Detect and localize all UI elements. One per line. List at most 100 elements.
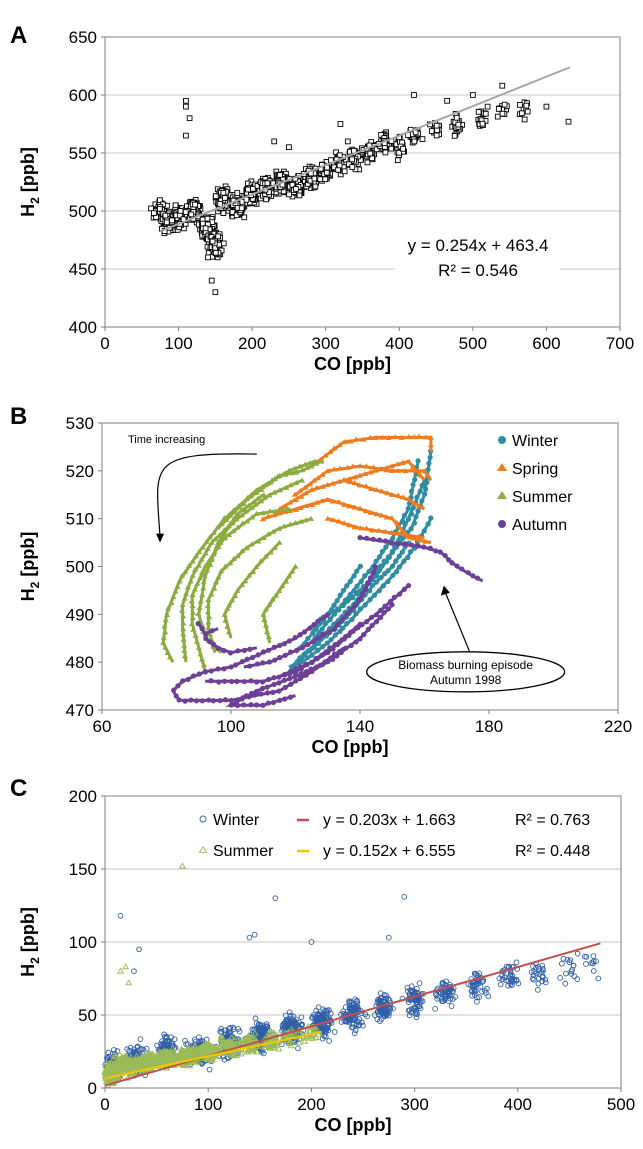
data-point xyxy=(560,955,567,962)
data-point xyxy=(367,575,374,581)
data-point xyxy=(276,588,283,594)
data-point xyxy=(322,176,329,183)
data-point xyxy=(137,1057,145,1064)
data-point xyxy=(388,491,395,497)
data-point xyxy=(289,1018,296,1024)
data-point xyxy=(243,496,250,502)
data-point xyxy=(230,527,237,533)
data-point xyxy=(250,499,257,505)
data-point xyxy=(315,1004,322,1011)
data-point xyxy=(160,639,167,645)
data-point xyxy=(501,974,508,980)
data-point xyxy=(189,558,196,564)
data-point xyxy=(202,225,209,232)
data-point xyxy=(158,1041,164,1047)
data-point xyxy=(154,1042,160,1049)
data-point xyxy=(287,694,293,700)
data-point xyxy=(384,490,391,496)
data-point xyxy=(372,467,379,473)
data-point xyxy=(203,538,210,544)
data-point xyxy=(375,527,382,533)
data-point xyxy=(281,523,288,529)
data-point xyxy=(243,544,250,550)
data-point xyxy=(189,615,196,621)
data-point xyxy=(313,1017,319,1024)
data-point xyxy=(199,698,205,704)
panel-letter: C xyxy=(10,775,27,802)
data-point xyxy=(441,993,448,1000)
data-point xyxy=(365,626,371,632)
data-point xyxy=(336,607,342,613)
data-point xyxy=(248,493,255,499)
data-point xyxy=(319,626,325,632)
data-point xyxy=(157,205,163,212)
data-point xyxy=(263,1023,270,1030)
data-point xyxy=(192,632,199,638)
data-point xyxy=(494,113,501,120)
data-point xyxy=(288,649,294,655)
data-point xyxy=(212,536,219,542)
data-point xyxy=(199,544,206,550)
data-point xyxy=(590,968,597,974)
data-point xyxy=(132,1056,140,1063)
data-point xyxy=(162,644,169,650)
data-point xyxy=(180,626,187,632)
data-point xyxy=(170,594,177,600)
data-point xyxy=(499,110,506,117)
data-point xyxy=(479,120,486,127)
data-point xyxy=(336,478,343,484)
data-point xyxy=(371,592,378,598)
data-point xyxy=(169,217,175,224)
data-point xyxy=(574,950,581,957)
data-point xyxy=(116,1051,124,1058)
data-point xyxy=(207,561,214,567)
data-point xyxy=(253,702,260,708)
data-point xyxy=(190,626,197,632)
data-point xyxy=(351,587,357,594)
data-point xyxy=(376,554,383,560)
data-point xyxy=(315,618,321,624)
y-axis-label-main: H xyxy=(18,204,38,217)
data-point xyxy=(533,970,540,977)
data-point xyxy=(344,464,351,470)
data-point xyxy=(259,1028,266,1034)
data-point xyxy=(303,503,310,509)
data-point xyxy=(433,132,440,139)
data-point xyxy=(422,434,429,440)
data-point xyxy=(197,598,204,604)
data-point xyxy=(251,931,258,938)
data-point xyxy=(228,678,235,685)
data-point xyxy=(336,465,343,471)
data-point xyxy=(265,676,272,683)
data-point xyxy=(245,186,251,193)
annotation-arrowhead xyxy=(156,533,165,543)
data-point xyxy=(294,647,300,653)
data-point xyxy=(574,976,581,982)
data-point xyxy=(389,548,395,555)
data-point xyxy=(105,1076,113,1083)
data-point xyxy=(364,535,370,541)
data-point xyxy=(271,512,278,518)
data-point xyxy=(277,172,283,178)
data-point xyxy=(229,209,236,215)
x-tick-label: 0 xyxy=(100,1095,109,1114)
data-point xyxy=(459,566,465,572)
data-point xyxy=(299,467,306,473)
data-point xyxy=(188,598,195,604)
data-point xyxy=(234,524,241,530)
data-point xyxy=(164,649,171,655)
data-point xyxy=(270,689,276,696)
data-point xyxy=(435,993,441,1000)
legend-label: Summer xyxy=(512,489,573,506)
data-point xyxy=(542,976,549,983)
data-point xyxy=(419,998,426,1005)
data-point xyxy=(331,466,338,472)
data-point xyxy=(367,596,373,603)
data-point xyxy=(343,645,349,651)
data-point xyxy=(236,504,243,510)
data-point xyxy=(191,1036,198,1043)
data-point xyxy=(302,484,309,490)
data-point xyxy=(193,698,200,704)
data-point xyxy=(324,497,331,503)
data-point xyxy=(181,653,188,659)
